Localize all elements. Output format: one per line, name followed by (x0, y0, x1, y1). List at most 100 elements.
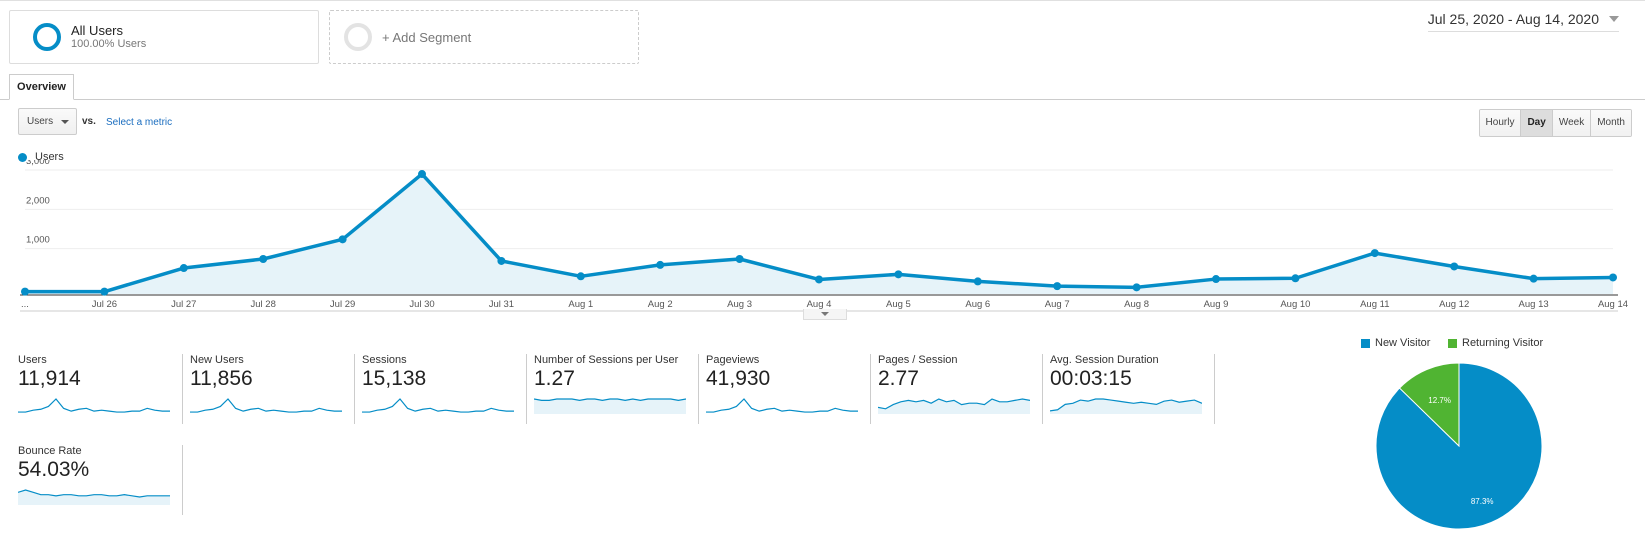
data-point[interactable] (656, 260, 665, 269)
data-point[interactable] (497, 256, 506, 265)
metric-card[interactable]: Sessions 15,138 (362, 354, 527, 424)
metric-card[interactable]: Number of Sessions per User 1.27 (534, 354, 699, 424)
metric-card[interactable]: Bounce Rate 54.03% (18, 445, 183, 515)
data-point[interactable] (576, 272, 585, 281)
metric-label: Pageviews (706, 354, 760, 366)
date-range-picker[interactable]: Jul 25, 2020 - Aug 14, 2020 (1427, 11, 1619, 32)
metric-value: 11,914 (18, 367, 81, 390)
sparkline-area (18, 490, 170, 505)
sparkline-line (534, 398, 686, 402)
interval-day-button[interactable]: Day (1520, 110, 1552, 136)
legend-square-icon (1361, 338, 1370, 348)
pie-slice[interactable] (1398, 362, 1460, 448)
x-tick-label: Aug 11 (1360, 299, 1389, 310)
empty-segment-circle-icon (344, 23, 372, 51)
metric-value: 1.27 (534, 367, 575, 390)
metric-card[interactable]: Users 11,914 (18, 354, 183, 424)
data-point[interactable] (1291, 274, 1300, 283)
chart-legend-label: Users (35, 151, 64, 163)
sparkline-line (190, 398, 342, 413)
metric-card[interactable]: Pageviews 41,930 (706, 354, 871, 424)
data-point[interactable] (1132, 283, 1141, 292)
sparkline (878, 398, 1030, 414)
chart-legend: Users (18, 151, 64, 163)
data-point[interactable] (179, 264, 188, 273)
collapse-chart-handle[interactable] (803, 309, 847, 320)
metric-label: Number of Sessions per User (534, 354, 679, 366)
metric-value: 00:03:15 (1050, 367, 1132, 390)
metric-card[interactable]: Pages / Session 2.77 (878, 354, 1043, 424)
sparkline-area (1050, 399, 1202, 414)
data-point[interactable] (1529, 274, 1538, 283)
sparkline (534, 398, 686, 414)
metric-dropdown-value: Users (27, 116, 54, 127)
sparkline-line (1050, 398, 1202, 412)
segment-subtitle: 100.00% Users (71, 38, 147, 50)
data-point[interactable] (418, 170, 426, 179)
pie-legend-label: New Visitor (1375, 337, 1431, 349)
sparkline (1050, 398, 1202, 414)
x-tick-label: Aug 1 (568, 299, 593, 310)
x-tick-label: Jul 31 (489, 299, 514, 310)
data-point[interactable] (1370, 249, 1379, 258)
metric-value: 15,138 (362, 367, 427, 390)
sparkline (706, 398, 858, 413)
date-range-label: Jul 25, 2020 - Aug 14, 2020 (1427, 11, 1599, 27)
select-metric-link[interactable]: Select a metric (106, 117, 173, 128)
interval-week-button[interactable]: Week (1551, 110, 1591, 136)
metric-card[interactable]: Avg. Session Duration 00:03:15 (1050, 354, 1215, 424)
pie-slice-label: 87.3% (1471, 497, 1494, 506)
data-point[interactable] (973, 277, 982, 286)
x-tick-label: Aug 5 (886, 299, 911, 310)
pie-legend-new: New Visitor (1361, 337, 1430, 349)
top-divider (0, 0, 1645, 1)
data-point[interactable] (1450, 262, 1459, 271)
sparkline (362, 398, 514, 413)
data-point[interactable] (100, 287, 109, 296)
data-point[interactable] (894, 270, 903, 279)
chevron-down-icon (1609, 16, 1619, 22)
sparkline (18, 489, 170, 505)
metric-label: New Users (190, 354, 244, 366)
metric-label: Bounce Rate (18, 445, 82, 457)
add-segment-button[interactable]: + Add Segment (329, 10, 639, 64)
sparkline-line (18, 398, 170, 413)
sparkline (190, 398, 342, 413)
data-point[interactable] (1053, 282, 1062, 291)
data-point[interactable] (1212, 275, 1220, 284)
y-tick-label: 2,000 (26, 195, 50, 206)
metric-card[interactable]: New Users 11,856 (190, 354, 355, 424)
data-point[interactable] (259, 254, 268, 263)
metric-dropdown[interactable]: Users (18, 108, 77, 135)
x-tick-label: Jul 27 (171, 299, 196, 310)
sparkline-area (534, 399, 686, 414)
vs-label: vs. (82, 116, 96, 127)
tab-overview[interactable]: Overview (9, 74, 74, 100)
x-tick-label: Aug 6 (965, 299, 990, 310)
metric-value: 11,856 (190, 367, 253, 390)
x-tick-label: Aug 4 (807, 299, 832, 310)
x-tick-label: Aug 7 (1045, 299, 1070, 310)
sparkline-line (18, 489, 170, 498)
data-point[interactable] (338, 235, 347, 244)
sparkline-line (706, 398, 858, 413)
x-tick-label: ... (21, 299, 29, 310)
interval-hourly-button[interactable]: Hourly (1479, 110, 1521, 136)
y-tick-label: 3,000 (26, 160, 50, 167)
visitor-type-pie-chart: 87.3% 12.7% (1375, 362, 1543, 530)
x-tick-label: Jul 26 (92, 299, 117, 310)
x-tick-label: Aug 8 (1124, 299, 1149, 310)
chevron-down-icon (61, 119, 70, 124)
x-tick-label: Aug 9 (1204, 299, 1229, 310)
interval-month-button[interactable]: Month (1590, 110, 1631, 136)
add-segment-label: + Add Segment (382, 29, 472, 45)
segment-all-users[interactable]: All Users 100.00% Users (9, 10, 319, 64)
sparkline (18, 398, 170, 413)
data-point[interactable] (21, 287, 29, 296)
data-point[interactable] (815, 275, 823, 284)
metric-label: Pages / Session (878, 354, 958, 366)
data-point[interactable] (1609, 273, 1617, 282)
data-point[interactable] (735, 254, 744, 263)
legend-square-icon (1448, 338, 1457, 348)
segment-title: All Users (71, 23, 124, 38)
